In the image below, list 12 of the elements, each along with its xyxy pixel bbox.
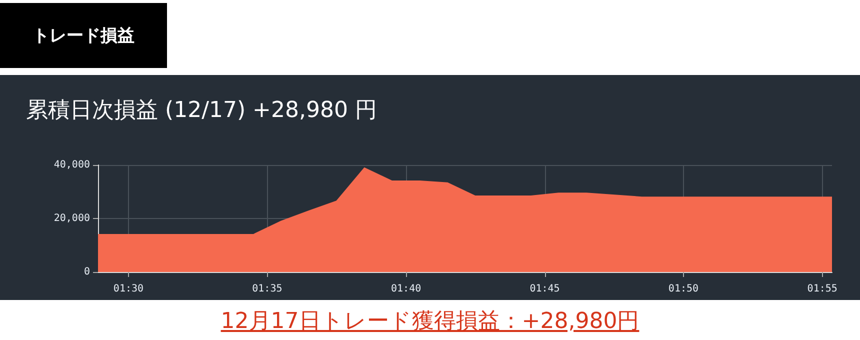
chart-title: 累積日次損益 (12/17) +28,980 円: [26, 97, 377, 125]
x-tick-label: 01:50: [668, 284, 699, 294]
x-tick-label: 01:35: [252, 284, 282, 294]
y-tick-label: 0: [84, 266, 90, 278]
x-tick-label: 01:45: [530, 284, 560, 294]
text: 12月17日トレード獲得損益：+28,980円: [220, 308, 640, 336]
y-tick-label: 40,000: [54, 160, 90, 170]
x-tick-label: 01:30: [113, 284, 144, 294]
x-tick-label: 01:40: [391, 284, 422, 294]
text: トレード損益: [0, 3, 167, 68]
x-tick-label: 01:55: [807, 284, 838, 294]
y-tick-label: 20,000: [54, 213, 90, 224]
